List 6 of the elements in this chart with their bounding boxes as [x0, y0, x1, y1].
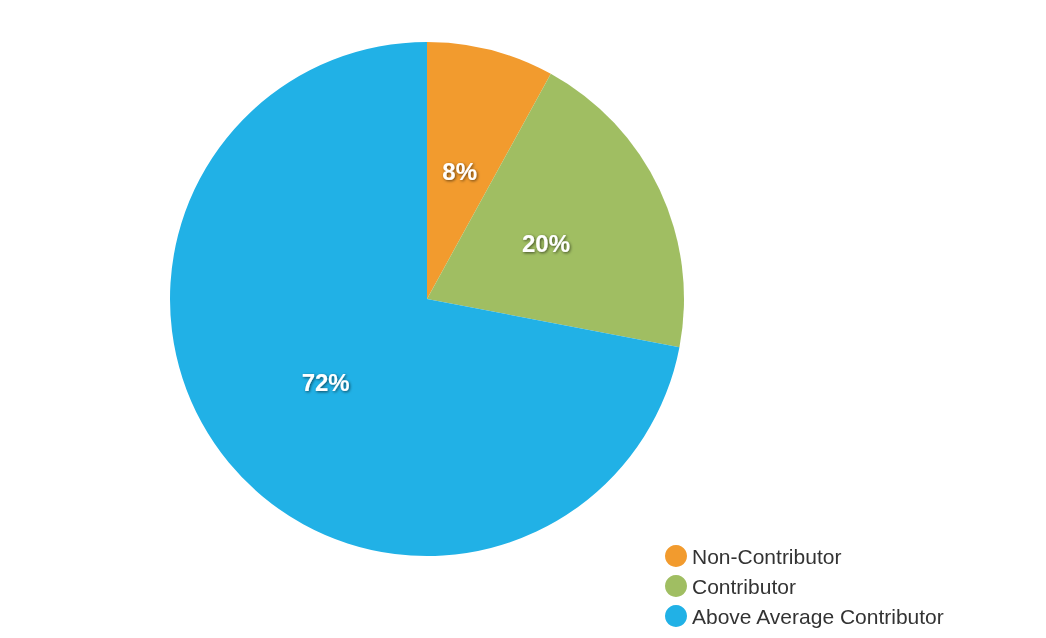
legend-label: Non-Contributor — [692, 544, 842, 568]
data-label: 8% — [442, 158, 478, 186]
legend-label: Above Average Contributor — [692, 604, 944, 628]
data-label: 72% — [301, 369, 350, 397]
legend-label: Contributor — [692, 574, 796, 598]
data-label: 20% — [521, 229, 571, 257]
